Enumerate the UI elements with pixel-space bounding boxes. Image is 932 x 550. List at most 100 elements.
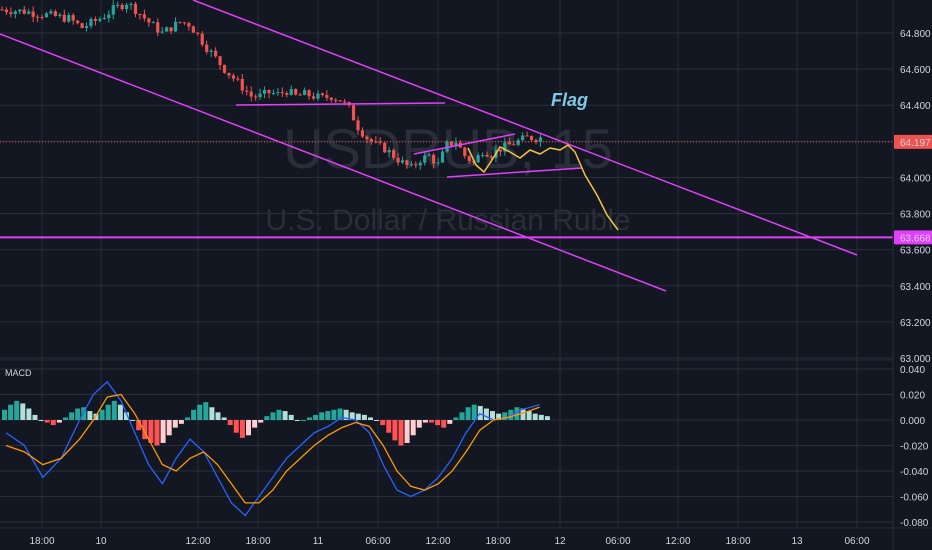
candle-body bbox=[316, 93, 320, 99]
macd-label[interactable]: MACD bbox=[5, 368, 32, 378]
time-tick-label: 06:00 bbox=[605, 536, 630, 547]
macd-histogram-bar bbox=[209, 407, 215, 420]
flag-top-line bbox=[413, 133, 516, 155]
macd-histogram-bar bbox=[8, 404, 14, 420]
candle-body bbox=[258, 93, 262, 97]
macd-histogram-bar bbox=[490, 411, 495, 420]
candle-body bbox=[129, 3, 133, 5]
candle-body bbox=[209, 50, 213, 52]
candle-body bbox=[222, 64, 227, 73]
candle-body bbox=[116, 4, 120, 6]
macd-histogram-bar bbox=[404, 420, 410, 443]
macd-histogram-bar bbox=[26, 408, 32, 420]
last-price-label: 64.197 bbox=[900, 138, 931, 149]
macd-histogram-bar bbox=[239, 420, 245, 438]
candle-body bbox=[423, 155, 427, 163]
candle-body bbox=[249, 91, 253, 97]
consolidation-line bbox=[235, 102, 446, 106]
candle-body bbox=[236, 78, 240, 80]
candle-body bbox=[538, 137, 543, 142]
candle-body bbox=[40, 16, 44, 18]
macd-histogram-bar bbox=[50, 420, 56, 426]
candle-body bbox=[254, 96, 258, 98]
macd-histogram-bar bbox=[124, 412, 129, 420]
candle-body bbox=[294, 89, 298, 95]
price-tick-label: 63.600 bbox=[900, 246, 931, 257]
candle-body bbox=[178, 21, 182, 23]
macd-histogram-bar bbox=[215, 412, 221, 420]
time-axis[interactable]: 18:00 10 12:00 18:00 11 06:00 12:00 18:00 12 06:0… bbox=[29, 536, 869, 547]
candle-body bbox=[36, 16, 40, 18]
time-tick-label: 18:00 bbox=[29, 536, 54, 547]
level-price-label: 63.668 bbox=[900, 233, 931, 244]
last-price-tag: 64.197 bbox=[894, 134, 932, 149]
macd-tick-label: -0.040 bbox=[900, 467, 929, 478]
macd-histogram-bar bbox=[368, 417, 373, 420]
candle-body bbox=[218, 56, 222, 65]
macd-histogram-bar bbox=[288, 414, 294, 420]
macd-histogram-bar bbox=[258, 420, 264, 423]
macd-histogram-bar bbox=[105, 404, 111, 420]
candle-body bbox=[22, 9, 26, 14]
macd-tick-label: -0.060 bbox=[900, 493, 929, 504]
macd-histogram-bar bbox=[398, 420, 404, 446]
candle-body bbox=[4, 9, 9, 13]
macd-histogram-bar bbox=[111, 400, 117, 420]
candle-body bbox=[418, 162, 422, 166]
macd-histogram-bar bbox=[56, 420, 62, 423]
macd-histogram-bar bbox=[233, 420, 239, 433]
time-tick-label: 18:00 bbox=[725, 536, 750, 547]
macd-histogram-bar bbox=[166, 420, 172, 436]
macd-histogram-bar bbox=[532, 413, 538, 420]
macd-histogram-bar bbox=[435, 420, 441, 426]
time-tick-label: 10 bbox=[95, 536, 107, 547]
macd-histogram-bar bbox=[544, 416, 550, 420]
macd-histogram-bar bbox=[325, 411, 331, 420]
macd-histogram-bar bbox=[471, 404, 477, 420]
macd-histogram-bar bbox=[307, 417, 312, 420]
candle-body bbox=[440, 151, 445, 163]
candle-body bbox=[481, 154, 485, 156]
candle-body bbox=[80, 23, 84, 29]
macd-histogram-bar bbox=[410, 420, 416, 436]
macd-histogram-bar bbox=[270, 412, 276, 420]
candle-body bbox=[205, 44, 209, 52]
flag-bottom-line bbox=[446, 167, 583, 178]
candle-body bbox=[133, 3, 138, 14]
channel-lower-line bbox=[0, 33, 667, 292]
candle-body bbox=[507, 142, 511, 145]
macd-histogram-bar bbox=[313, 414, 319, 420]
macd-histogram-bar bbox=[386, 420, 392, 433]
candlestick-series[interactable] bbox=[0, 0, 543, 170]
macd-histogram-bar bbox=[264, 416, 270, 420]
candle-body bbox=[311, 96, 316, 99]
candle-body bbox=[62, 14, 66, 22]
candle-body bbox=[276, 92, 280, 94]
signal-line bbox=[5, 393, 540, 504]
drawing-overlays[interactable] bbox=[0, 0, 893, 292]
macd-tick-label: 0.020 bbox=[900, 391, 925, 402]
macd-histogram-bar bbox=[142, 420, 148, 440]
macd-histogram-bar bbox=[38, 420, 44, 421]
macd-pane[interactable] bbox=[2, 380, 550, 517]
macd-histogram-bar bbox=[203, 402, 209, 420]
candle-body bbox=[320, 93, 324, 96]
candle-body bbox=[307, 90, 311, 97]
candle-body bbox=[93, 18, 98, 21]
candle-body bbox=[369, 139, 373, 142]
candle-body bbox=[325, 95, 329, 98]
flag-annotation[interactable]: Flag bbox=[551, 90, 588, 110]
macd-histogram-bar bbox=[63, 417, 68, 420]
price-tick-label: 63.000 bbox=[900, 354, 931, 365]
price-tick-label: 64.600 bbox=[900, 65, 931, 76]
macd-histogram-bar bbox=[44, 420, 50, 423]
candle-body bbox=[427, 154, 431, 156]
macd-histogram-bar bbox=[227, 420, 233, 426]
macd-histogram-bar bbox=[2, 409, 7, 420]
candle-body bbox=[463, 147, 467, 157]
macd-axis[interactable]: 0.040 0.020 0.000 -0.020 -0.040 -0.060 -0.080 bbox=[900, 365, 929, 529]
candle-body bbox=[165, 27, 169, 32]
macd-histogram-bar bbox=[160, 420, 166, 443]
